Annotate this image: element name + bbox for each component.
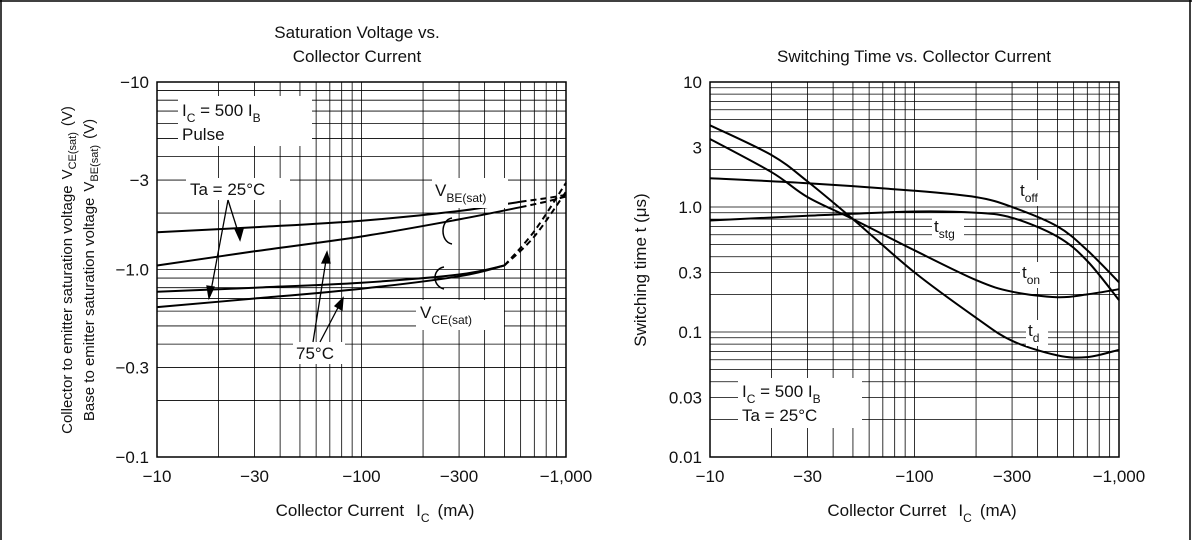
chart1-condition-box-bg xyxy=(178,96,312,146)
y-tick-label: 0.03 xyxy=(669,388,702,407)
series-line-4 xyxy=(709,124,1120,359)
series-line-2 xyxy=(709,210,1120,301)
x-tick-label: −10 xyxy=(143,467,172,486)
y-tick-label: −1.0 xyxy=(115,261,149,280)
y-tick-label: 3 xyxy=(693,138,702,157)
y-tick-label: 0.1 xyxy=(678,323,702,342)
chart1-tick-labels: −10 −30 −100 −300 −1,000 −10 −3 −1.0 −0.3 −0.1 xyxy=(115,73,592,486)
chart2-condition-label: IC = 500 IB xyxy=(742,382,821,406)
chart1-vce-bg xyxy=(416,300,504,330)
chart2-title: Switching Time vs. Collector Current xyxy=(777,47,1051,66)
y-tick-label: 0.01 xyxy=(669,448,702,467)
y-tick-label: 1.0 xyxy=(678,198,702,217)
chart1-ta75-label: 75°C xyxy=(296,344,334,363)
tstg-label-bg xyxy=(932,214,964,242)
y-tick-label: −0.1 xyxy=(115,448,149,467)
x-tick-label: −300 xyxy=(993,467,1031,486)
x-tick-label: −1,000 xyxy=(540,467,592,486)
chart1-title-line1: Saturation Voltage vs. xyxy=(274,23,439,42)
ta75-arrowhead-1 xyxy=(320,250,331,264)
y-tick-label: −10 xyxy=(120,73,149,92)
series-dashed-extension-1 xyxy=(520,193,567,203)
chart2-x-axis-label: Collector Curret IC (mA) xyxy=(827,501,1016,525)
td-label: td xyxy=(1028,321,1039,345)
y-tick-label: 0.3 xyxy=(678,263,702,282)
series-line-3 xyxy=(709,138,1120,299)
chart1-plot-frame xyxy=(156,81,567,458)
tstg-label: tstg xyxy=(934,217,955,241)
x-tick-label: −30 xyxy=(793,467,822,486)
series-dashed-extension-3 xyxy=(503,182,567,267)
x-tick-label: −100 xyxy=(342,467,380,486)
chart1-vce-label: VCE(sat) xyxy=(420,303,472,327)
ta25-arrowhead-2 xyxy=(206,285,215,301)
chart1-vbe-brace xyxy=(442,217,453,245)
chart2-condition-box-bg xyxy=(738,378,862,428)
ta75-arrow-1 xyxy=(312,253,328,343)
x-tick-label: −30 xyxy=(240,467,269,486)
chart2-series xyxy=(709,124,1120,359)
ton-label-bg xyxy=(1020,262,1050,288)
ta75-arrowhead-2 xyxy=(333,296,344,312)
series-line-1 xyxy=(156,200,521,234)
y-tick-label: 10 xyxy=(683,73,702,92)
chart1-series xyxy=(156,182,567,309)
series-line-2 xyxy=(156,206,521,267)
chart2-ta-label: Ta = 25°C xyxy=(742,406,817,425)
ton-label: ton xyxy=(1022,263,1040,287)
chart1-ta25-label: Ta = 25°C xyxy=(190,180,265,199)
chart1-vbe-label: VBE(sat) xyxy=(435,181,486,205)
chart2-plot-frame xyxy=(709,81,1120,458)
chart2-gridlines xyxy=(710,82,1119,457)
series-line-1 xyxy=(709,177,1120,284)
ta25-arrow-2 xyxy=(209,199,229,297)
chart1-title-line2: Collector Current xyxy=(293,47,422,66)
x-tick-label: −100 xyxy=(895,467,933,486)
chart1-arrows xyxy=(206,199,344,343)
chart1-pulse-label: Pulse xyxy=(182,125,225,144)
x-tick-label: −300 xyxy=(440,467,478,486)
series-dashed-extension-2 xyxy=(520,195,567,209)
chart1-vbe-bg xyxy=(432,178,508,208)
chart1-vce-brace xyxy=(434,266,445,290)
series-line-4 xyxy=(156,264,505,309)
chart1-y-axis-label-be: Base to emitter saturation voltageVBE(sa… xyxy=(81,119,101,421)
td-label-bg xyxy=(1026,320,1048,346)
series-line-3 xyxy=(156,264,505,293)
toff-label-bg xyxy=(1018,180,1050,206)
chart1-x-axis-label: Collector Current IC (mA) xyxy=(276,501,475,525)
chart2-tick-labels: −10 −30 −100 −300 −1,000 10 3 1.0 0.3 0.1 0.03 0.01 xyxy=(669,73,1145,486)
toff-label: toff xyxy=(1020,181,1039,205)
chart2-y-axis-label: Switching time t (μs) xyxy=(631,193,650,346)
chart1-condition-label: IC = 500 IB xyxy=(182,101,261,125)
y-tick-label: −0.3 xyxy=(115,359,149,378)
chart1-ta25-bg xyxy=(186,178,290,200)
x-tick-label: −1,000 xyxy=(1093,467,1145,486)
y-tick-label: −3 xyxy=(130,171,149,190)
chart1-y-axis-label-ce: Collector to emitter saturation voltageV… xyxy=(59,106,79,434)
chart1-ta75-bg xyxy=(293,342,345,364)
switching-time-chart: Switching Time vs. Collector Current −10… xyxy=(631,47,1145,525)
ta25-arrowhead-1 xyxy=(233,228,244,242)
series-dashed-extension-4 xyxy=(503,191,567,267)
x-tick-label: −10 xyxy=(696,467,725,486)
saturation-voltage-chart: Saturation Voltage vs. Collector Current… xyxy=(59,23,592,525)
